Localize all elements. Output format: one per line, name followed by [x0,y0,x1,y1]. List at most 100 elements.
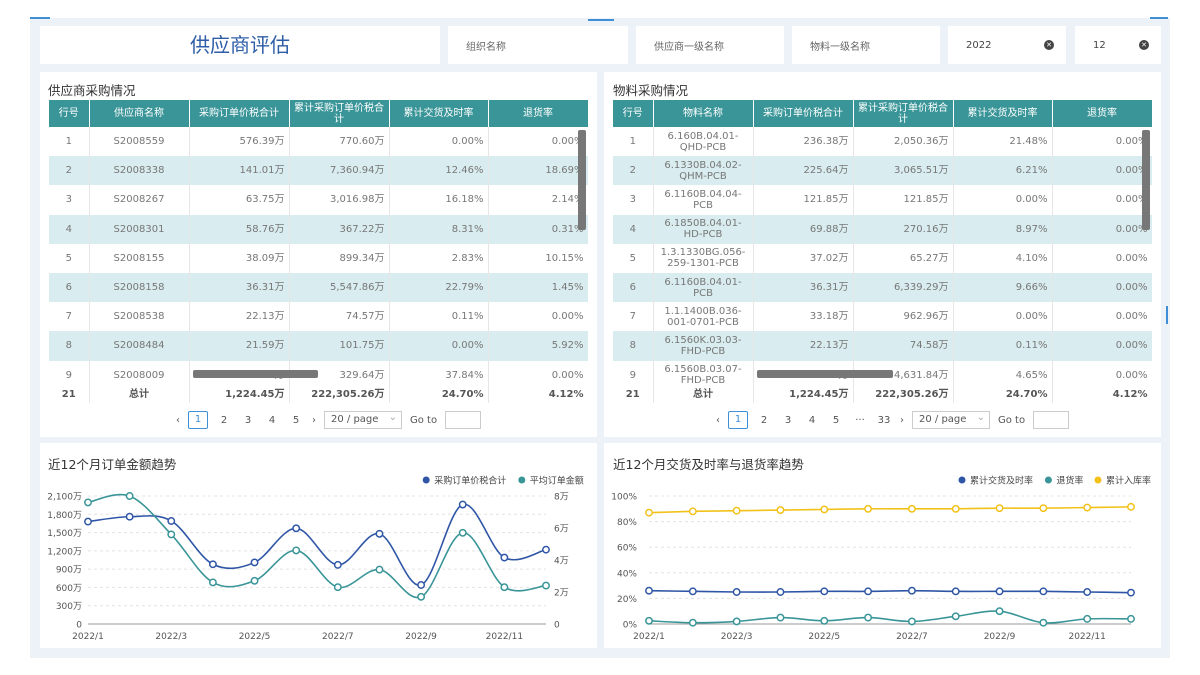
table-row[interactable]: 7 S2008538 22.13万 74.57万 0.11% 0.00% [49,302,588,332]
year-select[interactable]: 2022 ✕ [948,26,1066,64]
org-filter-placeholder: 组织名称 [466,41,506,53]
data-point [333,583,342,592]
table-cell: 37.84% [389,360,489,390]
data-point [1127,614,1135,623]
supplier-level1-filter[interactable]: 供应商一级名称 [636,26,784,64]
page-link[interactable]: 1 [728,411,748,429]
total-row: 21 总计 1,224.45万 222,305.26万 24.70% 4.12% [49,385,588,403]
column-header[interactable]: 累计交货及时率 [953,100,1053,127]
column-header[interactable]: 退货率 [488,100,588,127]
material-level1-placeholder: 物料一级名称 [810,41,870,53]
page-size-select[interactable]: 20 / page [912,410,990,429]
page-link[interactable]: 5 [292,414,300,426]
total-cell: 222,305.26万 [853,385,954,403]
material-level1-filter[interactable]: 物料一级名称 [792,26,940,64]
data-point [732,506,741,515]
table-row[interactable]: 3 6.1160B.04.04-PCB 121.85万 121.85万 0.00% 0.0… [613,185,1152,215]
goto-label: Go to [998,414,1026,426]
page-size-select[interactable]: 20 / page [324,410,402,429]
column-header[interactable]: 累计采购订单价税合计 [853,100,954,127]
prev-page-icon[interactable]: ‹ [716,414,720,426]
page-link[interactable]: 4 [268,414,276,426]
next-page-icon[interactable]: › [900,414,904,426]
page-link[interactable]: 33 [877,414,891,426]
table-cell: 58.76万 [189,214,290,244]
data-point [250,558,259,567]
table-row[interactable]: 5 1.3.1330BG.056-259-1301-PCB 37.02万 65.27万… [613,243,1152,273]
material-table-grid: 行号 物料名称 采购订单价税合计 累计采购订单价税合计 累计交货及时率 退货率 1 6.160… [613,100,1152,390]
table-cell: 121.85万 [753,185,854,215]
supplier-table-hscroll[interactable] [193,370,318,378]
column-header[interactable]: 供应商名称 [89,100,190,127]
supplier-table-vscroll[interactable] [578,130,586,230]
page-link[interactable]: ··· [855,414,865,426]
x-tick-label: 2022/3 [155,632,187,642]
table-row[interactable]: 3 S2008267 63.75万 3,016.98万 16.18% 2.14% [49,185,588,215]
table-row[interactable]: 6 S2008158 36.31万 5,547.86万 22.79% 1.45% [49,272,588,303]
column-header[interactable]: 累计采购订单价税合计 [289,100,390,127]
page-link[interactable]: 1 [188,411,208,429]
column-header[interactable]: 物料名称 [653,100,754,127]
page-link[interactable]: 5 [832,414,840,426]
page-link[interactable]: 3 [244,414,252,426]
table-cell: 8.31% [389,214,489,244]
y-tick-label: 0% [623,621,638,631]
x-tick-label: 2022/1 [633,632,665,642]
table-row[interactable]: 7 1.1.1400B.036-001-0701-PCB 33.18万 962.96万… [613,302,1152,332]
page-link[interactable]: 2 [760,414,768,426]
x-tick-label: 2022/5 [808,632,840,642]
table-row[interactable]: 6 6.1160B.04.01-PCB 36.31万 6,339.29万 9.66% 0.… [613,272,1152,303]
next-page-icon[interactable]: › [312,414,316,426]
column-header[interactable]: 累计交货及时率 [389,100,489,127]
table-cell: 74.57万 [289,302,390,332]
table-cell: 36.31万 [753,272,854,303]
page-link[interactable]: 2 [220,414,228,426]
goto-input[interactable] [1033,411,1070,429]
table-cell: 6.1560B.03.07-FHD-PCB [653,360,754,390]
table-row[interactable]: 4 S2008301 58.76万 367.22万 8.31% 0.31% [49,214,588,244]
clear-year-icon[interactable]: ✕ [1044,40,1054,50]
x-tick-label: 2022/9 [984,632,1016,642]
material-table: 行号 物料名称 采购订单价税合计 累计采购订单价税合计 累计交货及时率 退货率 1 6.160… [613,100,1152,406]
table-cell: 22.13万 [753,331,854,361]
table-cell: 0.00% [1052,243,1152,273]
material-table-vscroll[interactable] [1142,130,1150,230]
table-row[interactable]: 4 6.1850B.04.01-HD-PCB 69.88万 270.16万 8.97% 0… [613,214,1152,244]
page-link[interactable]: 3 [784,414,792,426]
table-cell: 6.1330B.04.02-QHM-PCB [653,156,754,186]
table-row[interactable]: 2 6.1330B.04.02-QHM-PCB 225.64万 3,065.51万 6.… [613,156,1152,186]
column-header[interactable]: 行号 [613,100,654,127]
table-cell: 6.1160B.04.01-PCB [653,272,754,303]
table-cell: 3,065.51万 [853,156,954,186]
data-point [1083,614,1092,623]
table-cell: 270.16万 [853,214,954,244]
material-panel-title: 物料采购情况 [613,83,689,98]
column-header[interactable]: 采购订单价税合计 [189,100,290,127]
data-point [820,616,829,625]
total-cell: 1,224.45万 [189,385,290,403]
table-row[interactable]: 8 S2008484 21.59万 101.75万 0.00% 5.92% [49,331,588,361]
delivery-rate-chart: 0% 20% 40% 60% 80% 100% 2022/1 2022/3 2022/5 2022… [611,475,1151,643]
clear-month-icon[interactable]: ✕ [1139,40,1149,50]
x-tick-label: 2022/11 [1068,632,1105,642]
table-row[interactable]: 1 6.160B.04.01-QHD-PCB 236.38万 2,050.36万 21.… [613,127,1152,157]
column-header[interactable]: 行号 [49,100,90,127]
month-select[interactable]: 12 ✕ [1075,26,1161,64]
prev-page-icon[interactable]: ‹ [176,414,180,426]
table-row[interactable]: 1 S2008559 576.39万 770.60万 0.00% 0.00% [49,127,588,157]
table-row[interactable]: 8 6.1560K.03.03-FHD-PCB 22.13万 74.58万 0.11% 0… [613,331,1152,361]
goto-label: Go to [410,414,438,426]
material-table-hscroll[interactable] [757,370,893,378]
table-row[interactable]: 5 S2008155 38.09万 899.34万 2.83% 10.15% [49,243,588,273]
table-cell: 0.00% [953,185,1053,215]
org-filter[interactable]: 组织名称 [448,26,628,64]
column-header[interactable]: 退货率 [1052,100,1152,127]
column-header[interactable]: 采购订单价税合计 [753,100,854,127]
y2-tick-label: 4万 [554,557,569,567]
page-link[interactable]: 4 [808,414,816,426]
supplier-table-grid: 行号 供应商名称 采购订单价税合计 累计采购订单价税合计 累计交货及时率 退货率 1 S200… [49,100,588,390]
x-tick-label: 2022/3 [721,632,753,642]
table-row[interactable]: 2 S2008338 141.01万 7,360.94万 12.46% 18.69% [49,156,588,186]
goto-input[interactable] [445,411,482,429]
